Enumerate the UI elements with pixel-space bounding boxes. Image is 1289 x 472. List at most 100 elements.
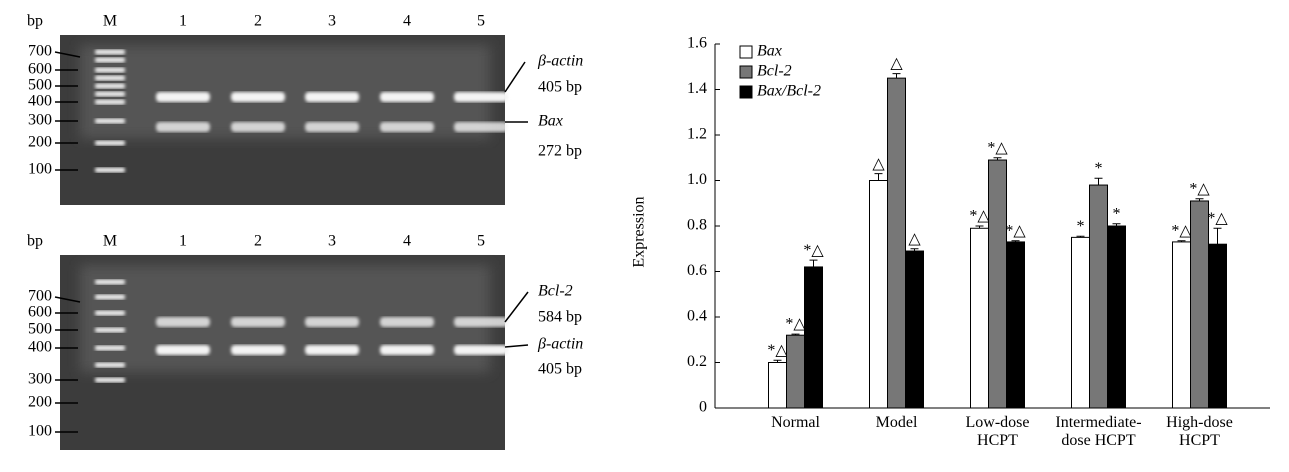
- band-annotation: 405 bp: [538, 79, 582, 96]
- gel-band: [380, 345, 434, 355]
- ladder-label: 700: [28, 43, 52, 60]
- lane-label: M: [103, 233, 117, 250]
- gel-unit: bp: [27, 13, 43, 30]
- error-bar: [773, 359, 782, 363]
- error-bar: [1076, 235, 1085, 238]
- gel-band: [305, 317, 359, 327]
- gel-band: [380, 317, 434, 327]
- ladder-pointer: [54, 296, 81, 303]
- ladder-band: [95, 99, 125, 105]
- gel-band: [380, 122, 434, 132]
- legend-label: Bax: [757, 43, 782, 60]
- error-bar: [993, 157, 1002, 161]
- error-bar: [809, 259, 818, 267]
- error-bar: [1177, 240, 1186, 242]
- ladder-band: [95, 362, 125, 368]
- gel-band: [156, 92, 210, 102]
- significance-marker: *△: [1005, 222, 1026, 239]
- significance-marker: *: [1113, 205, 1121, 222]
- ladder-band: [95, 91, 125, 97]
- annotation-pointer: [504, 291, 529, 323]
- error-bar: [791, 333, 800, 336]
- gel-band: [454, 92, 508, 102]
- y-tick-label: 0: [699, 399, 707, 416]
- bar: [1208, 243, 1227, 409]
- annotation-pointer: [504, 344, 529, 348]
- lane-label: 3: [328, 233, 336, 250]
- lane-label: 5: [477, 233, 485, 250]
- bar: [786, 334, 805, 409]
- bar: [1172, 241, 1191, 409]
- significance-marker: *△: [785, 316, 806, 333]
- lane-label: M: [103, 13, 117, 30]
- ladder-label: 300: [28, 371, 52, 388]
- bar: [887, 77, 906, 409]
- error-bar: [1011, 240, 1020, 242]
- significance-marker: *△: [1207, 210, 1228, 227]
- gel-band: [231, 345, 285, 355]
- gel-band: [231, 317, 285, 327]
- ladder-band: [95, 75, 125, 81]
- ladder-label: 100: [28, 423, 52, 440]
- significance-marker: *△: [767, 342, 788, 359]
- band-annotation: 584 bp: [538, 309, 582, 326]
- band-annotation: 405 bp: [538, 361, 582, 378]
- bar: [1107, 225, 1126, 409]
- ladder-pointer: [54, 51, 81, 58]
- ladder-label: 200: [28, 394, 52, 411]
- y-tick-label: 0.6: [687, 262, 707, 279]
- ladder-label: 600: [28, 61, 52, 78]
- ladder-band: [95, 345, 125, 351]
- annotation-pointer: [504, 61, 526, 93]
- bar: [1089, 184, 1108, 409]
- legend-swatch: [739, 65, 753, 79]
- ladder-label: 100: [28, 161, 52, 178]
- ladder-band: [95, 57, 125, 63]
- significance-marker: *: [1095, 160, 1103, 177]
- significance-marker: △: [890, 55, 903, 72]
- bar: [768, 362, 787, 409]
- ladder-label: 400: [28, 93, 52, 110]
- ladder-label: 500: [28, 77, 52, 94]
- gel-band: [231, 122, 285, 132]
- significance-marker: △: [908, 230, 921, 247]
- lane-label: 4: [403, 13, 411, 30]
- significance-marker: *△: [987, 139, 1008, 156]
- bar: [869, 180, 888, 409]
- bar: [1006, 241, 1025, 409]
- ladder-band: [95, 49, 125, 55]
- lane-label: 4: [403, 233, 411, 250]
- ladder-label: 400: [28, 339, 52, 356]
- band-annotation: β-actin: [537, 53, 583, 70]
- error-bar: [910, 248, 919, 252]
- error-bar: [1213, 227, 1222, 245]
- legend-swatch: [739, 45, 753, 59]
- ladder-label: 700: [28, 288, 52, 305]
- lane-label: 5: [477, 13, 485, 30]
- x-tick-label: Intermediate-dose HCPT: [1055, 414, 1142, 449]
- lane-label: 1: [179, 13, 187, 30]
- error-bar: [1112, 223, 1121, 226]
- band-annotation: β-actin: [537, 336, 583, 353]
- lane-label: 3: [328, 13, 336, 30]
- band-annotation: 272 bp: [538, 143, 582, 160]
- legend-swatch: [739, 85, 753, 99]
- gel-band: [156, 122, 210, 132]
- gel-band: [454, 122, 508, 132]
- gel-band: [156, 317, 210, 327]
- error-bar: [892, 73, 901, 79]
- gel-band: [305, 92, 359, 102]
- x-tick-label: Normal: [771, 414, 820, 431]
- y-tick-label: 0.8: [687, 217, 707, 234]
- bar: [1071, 236, 1090, 409]
- gel-band: [454, 317, 508, 327]
- ladder-label: 500: [28, 321, 52, 338]
- legend-label: Bcl-2: [757, 63, 792, 80]
- band-annotation: Bax: [538, 113, 563, 130]
- error-bar: [975, 225, 984, 229]
- y-tick-label: 0.2: [687, 353, 707, 370]
- y-tick-label: 1.2: [687, 126, 707, 143]
- x-tick-label: High-dose HCPT: [1166, 414, 1233, 449]
- ladder-band: [95, 167, 125, 173]
